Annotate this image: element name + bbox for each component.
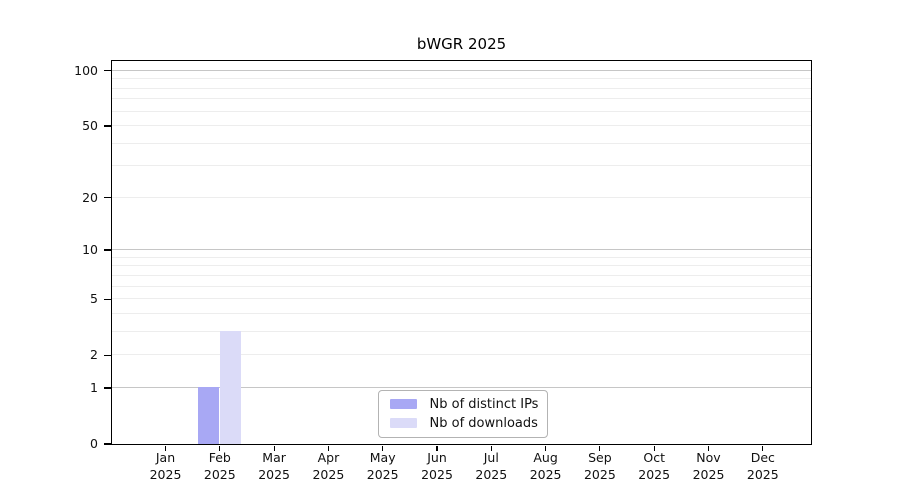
x-tick-mark	[382, 445, 384, 451]
y-tick-label: 5	[90, 291, 98, 307]
x-tick-label: Apr 2025	[298, 450, 358, 483]
chart-title: bWGR 2025	[416, 35, 507, 53]
gridline-minor	[111, 298, 811, 300]
y-tick-mark	[103, 125, 111, 127]
x-tick-label: Sep 2025	[570, 450, 630, 483]
gridline-minor	[111, 142, 811, 144]
x-tick-mark	[273, 445, 275, 451]
gridline-minor	[111, 312, 811, 314]
x-tick-year: 2025	[529, 466, 562, 482]
x-tick-month: Feb	[208, 450, 231, 465]
x-tick-label: Jan 2025	[136, 450, 196, 483]
x-tick-month: Jun	[427, 450, 447, 465]
x-tick-label: Jul 2025	[461, 450, 521, 483]
x-tick-label: Mar 2025	[244, 450, 304, 483]
legend-swatch-nb-of-distinct-ips	[389, 399, 417, 409]
y-tick-mark	[103, 197, 111, 199]
gridline-minor	[111, 78, 811, 80]
gridline-minor	[111, 98, 811, 100]
gridline-minor	[111, 330, 811, 332]
x-tick-mark	[707, 445, 710, 451]
y-tick-label: 0	[90, 436, 98, 451]
y-tick-mark	[103, 443, 111, 445]
y-tick-mark	[103, 387, 111, 389]
x-tick-year: 2025	[258, 466, 290, 482]
y-tick-mark	[103, 354, 111, 356]
gridline-minor	[111, 125, 811, 127]
x-tick-label: Feb 2025	[190, 450, 250, 483]
legend: Nb of distinct IPs Nb of downloads	[377, 389, 549, 438]
legend-label: Nb of downloads	[429, 415, 538, 431]
x-tick-year: 2025	[149, 466, 182, 482]
x-tick-month: Sep	[588, 450, 612, 465]
x-tick-label: Nov 2025	[679, 450, 739, 483]
x-tick-mark	[762, 445, 764, 451]
x-tick-mark	[490, 445, 492, 451]
x-tick-year: 2025	[203, 466, 236, 482]
gridline-major	[111, 69, 811, 71]
x-tick-year: 2025	[312, 466, 345, 482]
gridline-minor	[111, 110, 811, 112]
x-tick-label: Dec 2025	[733, 450, 793, 483]
y-tick-label: 100	[74, 62, 98, 78]
x-tick-mark	[327, 445, 329, 451]
x-tick-mark	[653, 445, 655, 451]
legend-item: Nb of downloads	[387, 414, 539, 433]
gridline-minor	[111, 196, 811, 198]
legend-swatch-nb-of-downloads	[389, 418, 417, 428]
x-tick-month: Oct	[643, 450, 665, 465]
x-tick-year: 2025	[692, 466, 725, 482]
x-tick-month: Apr	[317, 450, 340, 465]
gridline-major	[111, 249, 811, 251]
x-tick-month: Dec	[750, 450, 775, 465]
x-tick-label: May 2025	[353, 450, 413, 483]
x-tick-month: Mar	[262, 450, 286, 465]
bar-nb-of-downloads	[219, 331, 241, 444]
y-tick-mark	[103, 298, 111, 300]
x-tick-month: Aug	[533, 450, 558, 465]
gridline-minor	[111, 256, 811, 258]
y-tick-label: 2	[90, 347, 98, 363]
x-tick-label: Oct 2025	[624, 450, 684, 483]
x-tick-month: Jul	[483, 450, 499, 465]
legend-label: Nb of distinct IPs	[429, 396, 539, 412]
bar-nb-of-distinct-ips	[197, 387, 219, 444]
gridlines-layer	[111, 61, 811, 444]
y-tick-label: 50	[82, 118, 98, 134]
x-tick-year: 2025	[746, 466, 779, 482]
gridline-minor	[111, 265, 811, 267]
gridline-minor	[111, 87, 811, 89]
x-tick-month: Nov	[696, 450, 721, 465]
x-tick-year: 2025	[421, 466, 453, 482]
gridline-minor	[111, 165, 811, 167]
legend-item: Nb of distinct IPs	[387, 395, 539, 414]
gridline-minor	[111, 274, 811, 276]
gridline-minor	[111, 354, 811, 356]
x-tick-label: Jun 2025	[407, 450, 467, 483]
y-tick-mark	[103, 70, 111, 72]
y-tick-label: 10	[82, 242, 98, 258]
y-tick-label: 20	[82, 189, 98, 205]
x-tick-month: Jan	[155, 450, 176, 465]
x-tick-mark	[545, 445, 547, 451]
x-tick-year: 2025	[366, 466, 399, 482]
gridline-minor	[111, 285, 811, 287]
y-tick-mark	[103, 249, 111, 251]
y-tick-label: 1	[90, 379, 98, 395]
x-tick-mark	[436, 445, 438, 451]
x-tick-year: 2025	[583, 466, 616, 482]
gridline-major	[111, 386, 811, 388]
x-tick-label: Aug 2025	[516, 450, 576, 483]
x-tick-year: 2025	[475, 466, 508, 482]
x-tick-mark	[219, 445, 221, 451]
x-tick-mark	[164, 445, 167, 451]
x-tick-month: May	[369, 450, 396, 465]
x-tick-year: 2025	[638, 466, 671, 482]
x-tick-mark	[599, 445, 601, 451]
plot-area: Nb of distinct IPs Nb of downloads	[110, 59, 812, 445]
bars-layer	[112, 61, 811, 444]
